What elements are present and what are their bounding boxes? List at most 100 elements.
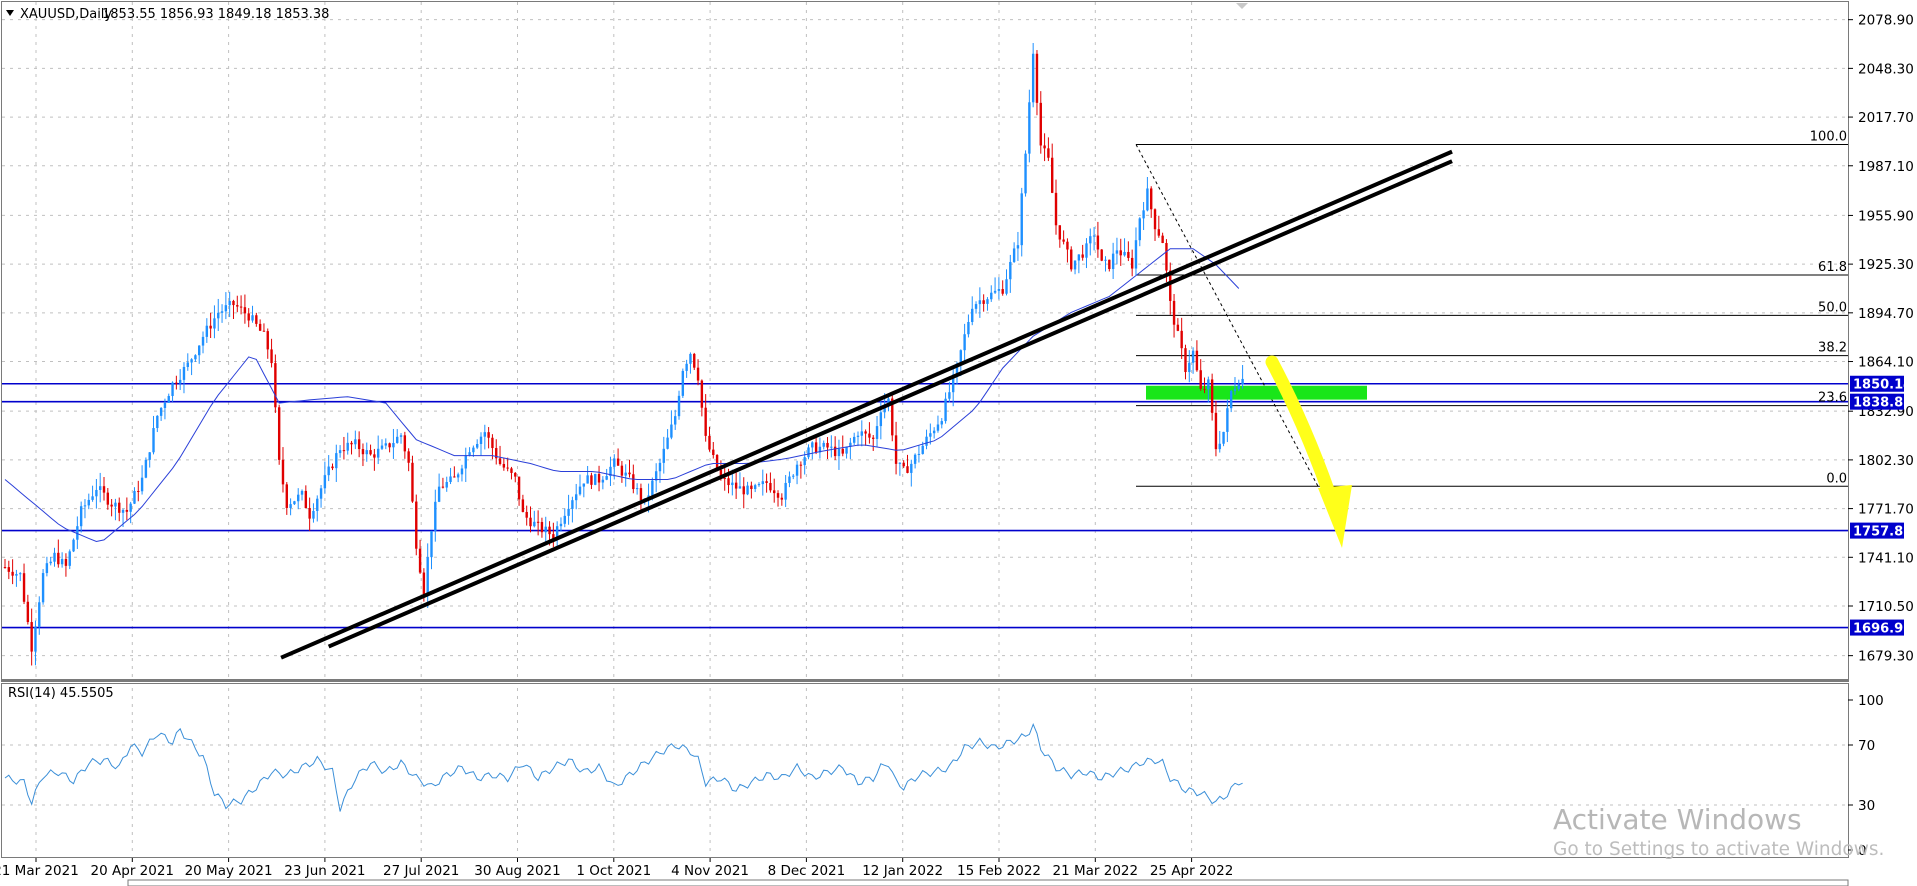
level-labels: 1850.14 1838.87 1757.87 1696.95	[1850, 375, 1912, 637]
candle-body	[300, 490, 304, 495]
candle-body	[102, 486, 106, 493]
menu-triangle-icon[interactable]	[6, 10, 14, 16]
watermark-subtitle: Go to Settings to activate Windows.	[1553, 839, 1884, 860]
y-tick-label: 1987.10	[1858, 159, 1914, 175]
candle-body	[274, 363, 277, 408]
candle-body	[64, 559, 68, 566]
shift-marker-icon[interactable]	[1236, 3, 1248, 9]
candle-body	[449, 476, 452, 482]
candle-body	[491, 437, 494, 449]
watermark-title: Activate Windows	[1553, 803, 1802, 836]
candle-body	[533, 521, 536, 527]
candle-body	[548, 526, 551, 535]
candle-body	[220, 311, 224, 313]
candle-body	[236, 305, 239, 307]
candle-body	[555, 526, 559, 539]
candle-body	[1043, 145, 1046, 149]
forecast-arrow	[1265, 355, 1352, 548]
candle-body	[350, 442, 353, 445]
candle-body	[41, 573, 45, 603]
candle-body	[159, 407, 163, 416]
candle-body	[3, 567, 7, 568]
candle-body	[594, 473, 597, 485]
candle-body	[879, 412, 883, 427]
candle-body	[1127, 251, 1130, 258]
candle-body	[1081, 254, 1084, 258]
candle-body	[460, 468, 464, 475]
candle-body	[704, 407, 707, 436]
candle-body	[1028, 102, 1031, 154]
fib-level-label: 23.6	[1818, 391, 1847, 406]
candle-body	[342, 450, 346, 452]
candle-body	[536, 521, 540, 523]
candle-body	[567, 508, 570, 516]
time-axis: 21 Mar 2021 20 Apr 2021 20 May 2021 23 Jun …	[0, 858, 1233, 879]
candle-body	[213, 318, 216, 329]
candle-body	[929, 433, 932, 437]
candle-body	[190, 359, 193, 363]
y-tick-label: 2048.30	[1858, 61, 1914, 77]
candle-body	[590, 475, 593, 485]
candle-body	[331, 466, 334, 469]
candle-body	[776, 493, 780, 498]
candle-body	[335, 453, 338, 469]
candle-body	[495, 448, 498, 459]
candle-body	[868, 433, 871, 438]
rsi-line	[4, 722, 1243, 812]
y-tick-label: 1955.90	[1858, 208, 1914, 224]
horizontal-scrollbar[interactable]	[127, 879, 1849, 886]
candle-body	[1218, 443, 1221, 450]
trendlines	[280, 149, 1453, 660]
candle-body	[1229, 390, 1233, 409]
candle-body	[182, 366, 186, 380]
candle-body	[483, 432, 487, 437]
x-tick-label: 21 Mar 2022	[1053, 863, 1139, 879]
candle-body	[437, 486, 441, 502]
candle-body	[1035, 53, 1039, 103]
y-tick-label: 1925.30	[1858, 257, 1914, 273]
candle-body	[780, 497, 784, 500]
candle-body	[270, 349, 273, 364]
candle-body	[1104, 259, 1107, 261]
candle-body	[769, 482, 772, 491]
candle-body	[932, 430, 936, 434]
candle-body	[1096, 235, 1100, 250]
candle-body	[133, 490, 136, 504]
candle-body	[1241, 378, 1244, 385]
candle-body	[639, 488, 643, 501]
candle-body	[708, 435, 711, 450]
candle-body	[453, 476, 456, 478]
candle-body	[990, 292, 993, 300]
candle-body	[514, 472, 517, 477]
candle-body	[140, 477, 144, 492]
candle-body	[807, 447, 810, 458]
level-label: 1850.14	[1853, 378, 1912, 393]
candle-body	[818, 446, 822, 453]
candle-body	[1176, 324, 1180, 331]
candle-body	[376, 448, 380, 458]
x-tick-label: 8 Dec 2021	[768, 863, 846, 879]
candle-body	[670, 424, 673, 438]
level-label-box	[1850, 522, 1904, 539]
candle-body	[418, 548, 422, 573]
candle-body	[456, 474, 460, 478]
candle-body	[403, 435, 407, 452]
candle-body	[327, 466, 330, 476]
candle-body	[243, 307, 247, 314]
candle-body	[79, 506, 83, 527]
candle-body	[925, 436, 928, 446]
candle-body	[1188, 362, 1191, 373]
candle-body	[373, 454, 376, 458]
candle-body	[811, 442, 814, 448]
candle-body	[578, 486, 582, 495]
candle-body	[1085, 243, 1088, 258]
candle-body	[415, 501, 418, 549]
candle-body	[601, 479, 605, 483]
y-tick-label: 1864.10	[1858, 355, 1914, 371]
candle-body	[1020, 193, 1023, 246]
candle-body	[540, 522, 544, 533]
level-label-box	[1850, 619, 1904, 636]
level-label-box	[1850, 375, 1904, 392]
candle-body	[110, 504, 113, 507]
